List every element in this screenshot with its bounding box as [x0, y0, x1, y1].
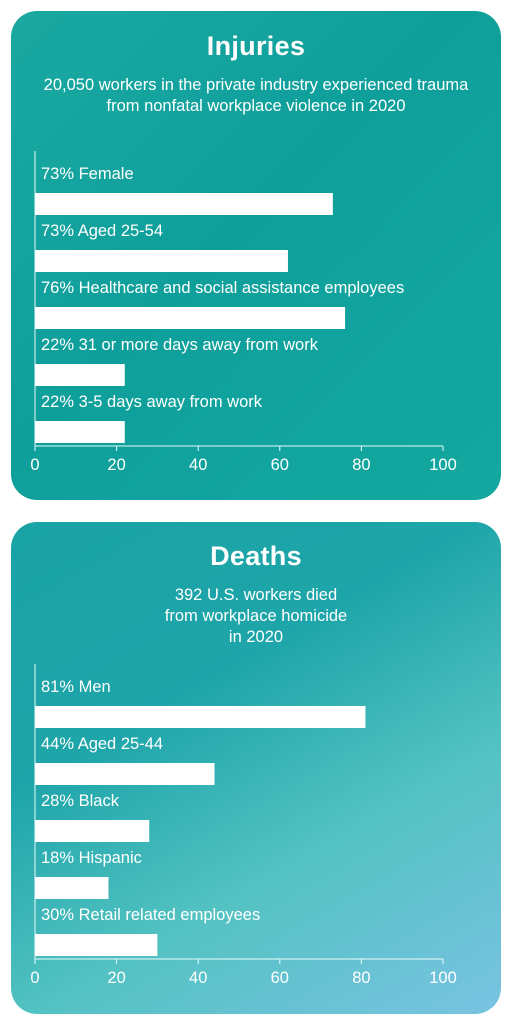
bar	[35, 364, 125, 386]
bar	[35, 307, 346, 329]
bar-label: 76% Healthcare and social assistance emp…	[41, 279, 404, 297]
bar	[35, 877, 109, 899]
bar-label: 73% Aged 25-54	[41, 222, 163, 240]
deaths-title: Deaths	[210, 541, 302, 571]
bar	[35, 934, 158, 956]
bar	[35, 763, 215, 785]
deaths-card: Deaths 392 U.S. workers died from workpl…	[11, 522, 501, 1014]
x-tick-label: 0	[30, 456, 39, 474]
deaths-subtitle: 392 U.S. workers died from workplace hom…	[164, 586, 348, 646]
x-tick-label: 20	[107, 456, 125, 474]
deaths-chart: 81% Men 44% Aged 25-44 28% Black 18% Hispan…	[30, 664, 457, 987]
x-tick-label: 60	[271, 456, 289, 474]
x-tick-label: 0	[30, 969, 39, 987]
bar	[35, 421, 125, 443]
injuries-card: Injuries 20,050 workers in the private i…	[11, 11, 501, 500]
x-tick-label: 60	[271, 969, 289, 987]
x-tick-label: 40	[189, 969, 207, 987]
injuries-chart: 73% Female 73% Aged 25-54 76% Healthcare a…	[30, 151, 457, 474]
bar-label: 22% 3-5 days away from work	[41, 393, 263, 411]
bar-label: 81% Men	[41, 678, 111, 696]
x-tick-label: 80	[352, 969, 370, 987]
bar	[35, 820, 150, 842]
x-tick-label: 100	[429, 969, 457, 987]
bar-label: 18% Hispanic	[41, 849, 142, 867]
injuries-subtitle: 20,050 workers in the private industry e…	[43, 76, 469, 115]
x-tick-label: 80	[352, 456, 370, 474]
bar	[35, 250, 288, 272]
injuries-title: Injuries	[206, 31, 306, 61]
x-tick-label: 100	[429, 456, 457, 474]
bar-label: 73% Female	[41, 165, 134, 183]
x-tick-label: 40	[189, 456, 207, 474]
bar	[35, 193, 333, 215]
bar-label: 28% Black	[41, 792, 120, 810]
bar-label: 44% Aged 25-44	[41, 735, 163, 753]
bar-label: 30% Retail related employees	[41, 906, 260, 924]
bar-label: 22% 31 or more days away from work	[41, 336, 319, 354]
bar	[35, 706, 366, 728]
x-tick-label: 20	[107, 969, 125, 987]
